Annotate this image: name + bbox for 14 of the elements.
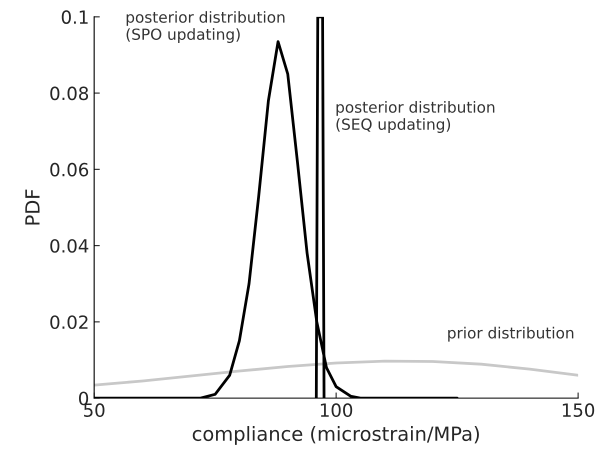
- y-axis-title: PDF: [25, 190, 40, 225]
- annotation: posterior distribution (SPO updating): [126, 11, 284, 43]
- x-tick-label: 100: [320, 403, 352, 417]
- y-tick-label: 0.02: [50, 315, 88, 329]
- y-tick-label: 0.1: [62, 10, 88, 24]
- x-tick-label: 150: [562, 403, 594, 417]
- x-tick-label: 50: [84, 403, 104, 417]
- y-tick-label: 0: [79, 392, 88, 406]
- annotation: prior distribution: [448, 326, 574, 342]
- x-axis-title: compliance (microstrain/MPa): [192, 426, 479, 445]
- y-tick-label: 0.04: [50, 239, 88, 253]
- annotation: posterior distribution (SEQ updating): [336, 101, 494, 133]
- y-tick-label: 0.08: [50, 86, 88, 100]
- y-tick-label: 0.06: [50, 162, 88, 176]
